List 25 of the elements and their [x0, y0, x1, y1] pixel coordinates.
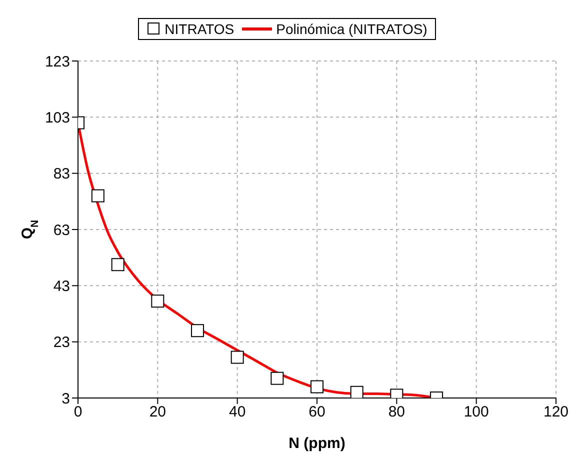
legend-label: NITRATOS — [164, 21, 234, 37]
point — [191, 324, 204, 338]
y-tick-label: 23 — [53, 334, 70, 352]
x-tick-label: 100 — [464, 404, 489, 421]
point — [230, 350, 244, 364]
point — [310, 380, 324, 394]
x-tick-label: 20 — [149, 404, 166, 421]
y-tick-label: 43 — [53, 278, 70, 295]
x-tick-label: 80 — [388, 404, 406, 421]
x-tick-label: 120 — [543, 404, 569, 421]
legend-label: Polinómica (NITRATOS) — [276, 21, 428, 37]
y-tick-label: 3 — [62, 390, 70, 408]
x-axis-title: N (ppm) — [288, 435, 346, 452]
y-tick-label: 123 — [44, 53, 70, 70]
point — [350, 386, 364, 398]
point — [270, 372, 284, 385]
y-tick-label: 103 — [44, 109, 70, 126]
x-tick-label: 0 — [74, 404, 82, 421]
y-tick-label: 63 — [53, 222, 70, 239]
y-tick-label: 83 — [53, 166, 70, 183]
x-tick-label: 60 — [308, 404, 326, 421]
point — [111, 258, 124, 272]
point — [151, 294, 164, 308]
x-tick-label: 40 — [228, 404, 246, 421]
point — [91, 189, 104, 202]
